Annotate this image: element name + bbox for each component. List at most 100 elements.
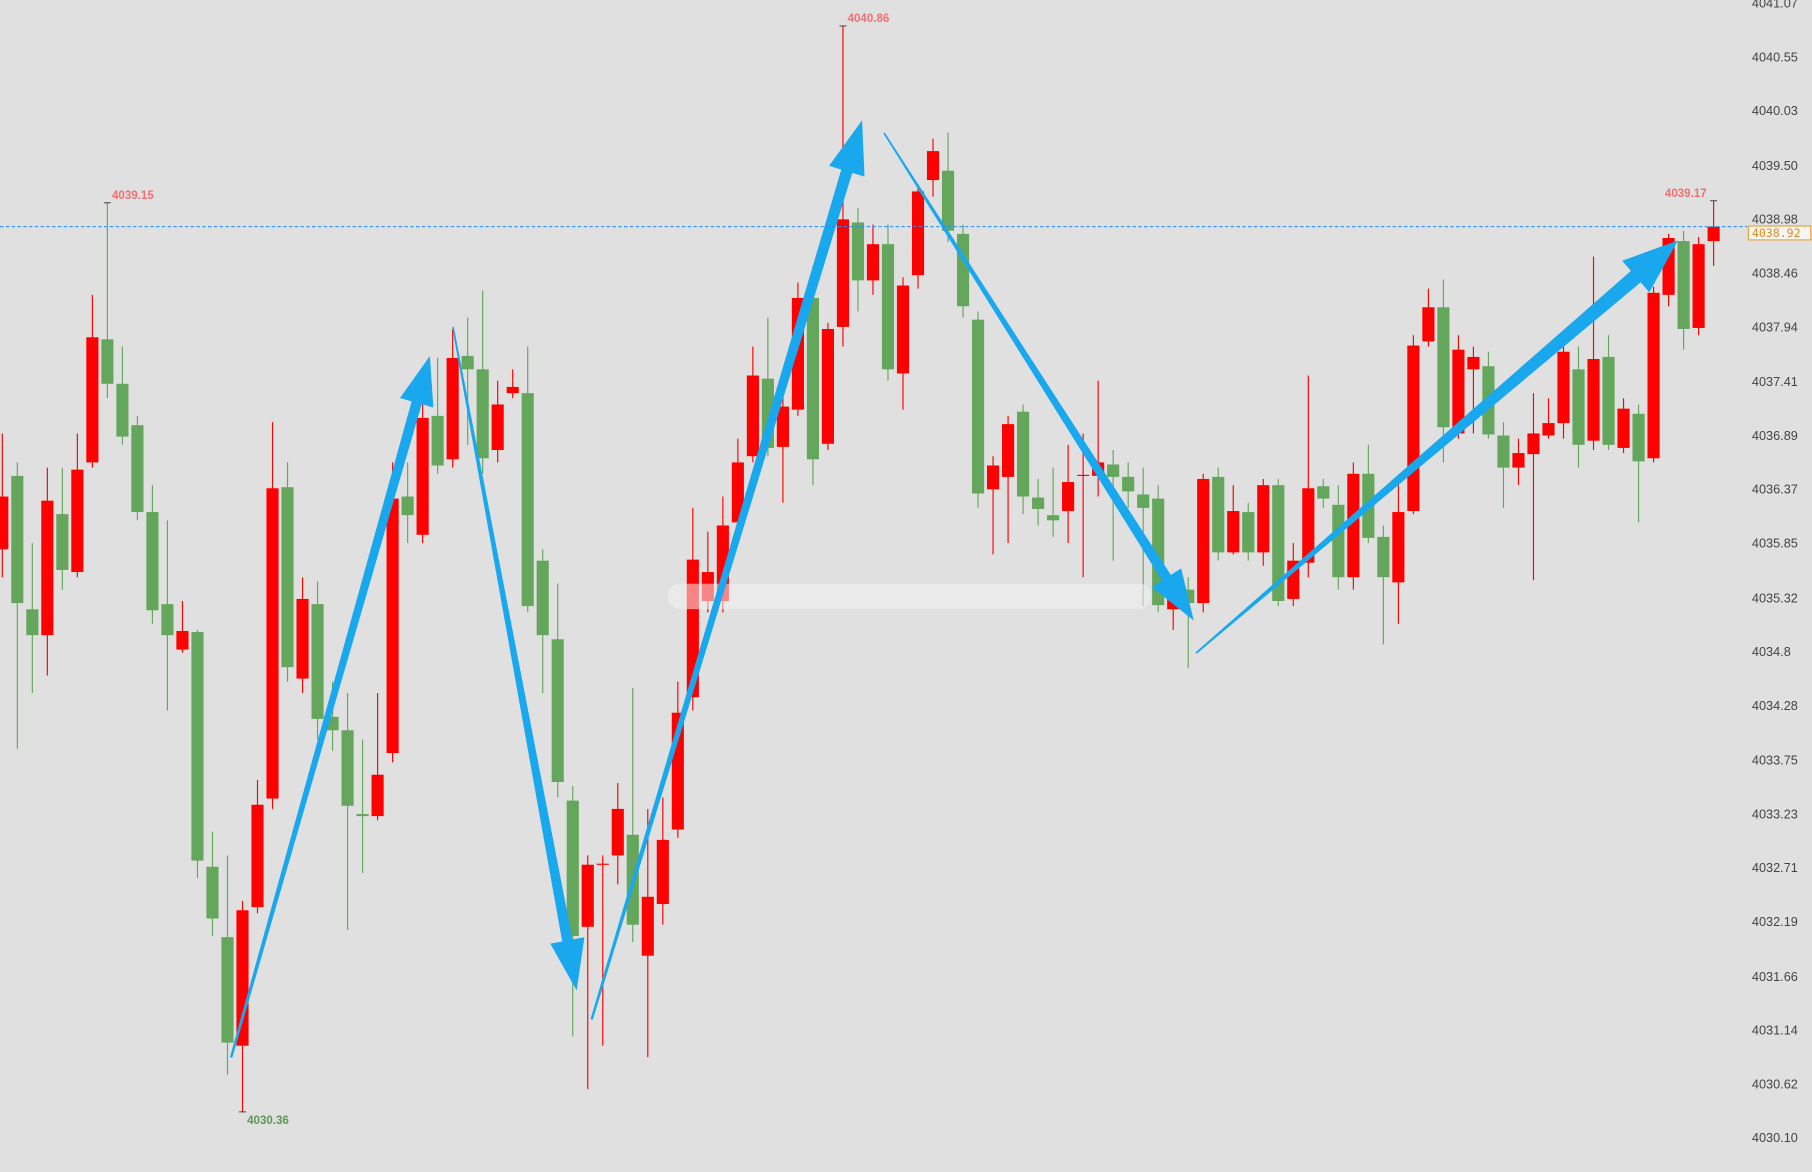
candle-body [1017,411,1030,497]
candle-body [131,425,144,513]
candle-body [1122,476,1135,492]
y-tick-label: 4034.28 [1752,698,1798,713]
y-tick-label: 4037.41 [1752,374,1798,389]
last-price-box [1747,225,1812,241]
y-tick-label: 4039.50 [1752,158,1798,173]
candle-body [881,244,895,370]
candle-body [416,417,429,535]
y-tick-label: 4040.55 [1752,49,1798,64]
y-tick-label: 4030.10 [1752,1130,1798,1145]
candle-body [1407,345,1420,512]
candle-body [341,730,354,806]
candle-body [281,487,294,668]
candle-body [521,393,534,607]
candle-body [821,328,835,444]
y-tick-label: 4030.62 [1752,1076,1798,1091]
candle-body [746,375,759,457]
candle-body [1557,351,1570,424]
candle-body [506,386,519,394]
candle-body [986,465,1000,490]
candle-body [776,406,789,447]
candle-body [1332,504,1345,578]
trend-arrow [883,132,1194,621]
candle-body [1347,473,1360,578]
candle-body [1587,358,1600,441]
y-tick-label: 4032.71 [1752,860,1798,875]
candle-body [1707,226,1720,242]
candle-body [41,500,54,636]
candle-body [656,839,669,905]
blurred-overlay [667,583,1151,610]
candle-body [356,814,369,817]
candle-body [206,866,219,919]
candle-body [1692,244,1705,328]
candle-body [1632,413,1645,462]
candle-body [1497,435,1510,468]
candle-body [1467,356,1480,370]
candle-body [596,863,609,865]
y-tick-label: 4032.19 [1752,914,1798,929]
candle-body [806,297,819,460]
candle-body [971,319,985,494]
candle-body [1422,307,1435,342]
candle-body [926,151,940,181]
high-label: 4039.17 [1665,188,1707,200]
candle-body [836,219,850,327]
candle-body [0,496,9,550]
candle-body [1677,241,1690,329]
candle-body [851,222,865,281]
candle-body [1452,349,1465,434]
candle-body [1077,474,1090,476]
candle-body [551,639,564,782]
candle-body [1257,485,1270,553]
candle-body [266,488,279,799]
candle-body [1527,433,1540,455]
candle-body [641,896,654,956]
candle-body [1647,292,1660,459]
candle-body [446,357,459,460]
y-tick-label: 4035.85 [1752,535,1798,550]
y-tick-label: 4038.98 [1752,212,1798,227]
trend-arrow [452,327,585,991]
candle-body [371,774,384,817]
last-price-label: 4038.92 [1752,226,1801,240]
candle-body [566,800,579,937]
candle-body [236,910,249,1046]
y-tick-label: 4040.03 [1752,103,1798,118]
candle-body [296,598,309,679]
trend-arrow [229,356,434,1058]
candle-body [86,337,99,463]
candle-body [101,339,114,384]
candle-body [1512,453,1525,468]
candle-body [1107,464,1120,477]
candle-body [146,512,159,611]
candle-body [161,604,174,636]
candle-body [26,609,39,636]
candle-body [1197,478,1210,604]
y-tick-label: 4037.94 [1752,319,1798,334]
candle-body [911,191,925,276]
trend-arrow [1195,240,1678,654]
high-label: 4039.15 [112,190,154,202]
candle-body [731,462,744,523]
candle-body [1227,511,1240,553]
candle-body [311,604,324,719]
candle-body [1377,536,1390,578]
low-label: 4030.36 [247,1115,289,1127]
y-tick-label: 4036.37 [1752,482,1798,497]
candle-body [896,285,910,374]
candle-body [1602,356,1615,445]
candle-body [386,498,399,754]
candle-body [866,244,880,281]
labels: 4041.07 4040.55 4040.03 4039.50 4038.984038.… [0,0,1812,1145]
y-tick-label: 4031.14 [1752,1023,1798,1038]
candle-body [1047,515,1060,521]
candle-body [1302,488,1315,563]
y-tick-label: 4041.07 [1752,0,1798,11]
candle-body [176,630,189,650]
candle-body [1542,423,1555,436]
candle-body [1137,494,1150,508]
candle-body [1317,486,1330,499]
candle-body [1002,424,1015,477]
